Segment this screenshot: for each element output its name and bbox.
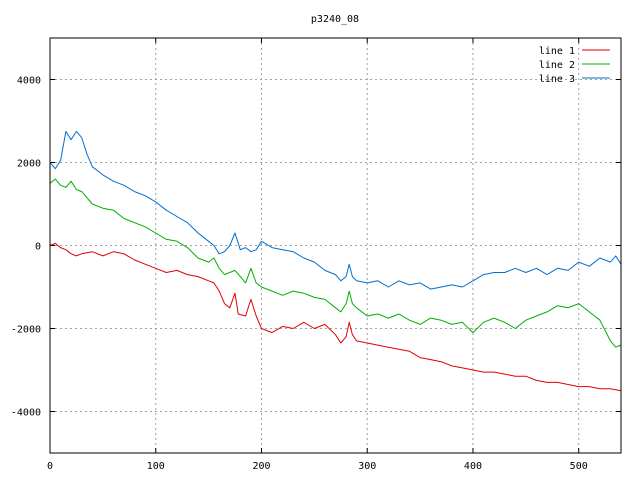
x-tick-label: 300 — [358, 461, 376, 472]
series-line-3 — [49, 130, 622, 290]
x-tick-label: 500 — [570, 461, 588, 472]
series-layer — [49, 130, 622, 392]
legend-label: line 2 — [539, 60, 575, 71]
axis-ticks: 0 100 200 300 400 500 -4000 -2000 0 2000 4000 — [11, 38, 621, 472]
legend-label: line 3 — [539, 74, 575, 85]
x-tick-label: 100 — [147, 461, 165, 472]
y-tick-label: 0 — [35, 242, 41, 253]
series-line-1 — [49, 242, 622, 392]
x-tick-label: 200 — [252, 461, 270, 472]
y-tick-label: 2000 — [17, 159, 41, 170]
plot-frame — [49, 37, 622, 454]
grid — [50, 38, 621, 453]
y-tick-label: -4000 — [11, 408, 41, 419]
y-tick-label: -2000 — [11, 325, 41, 336]
legend: line 1 line 2 line 3 — [539, 46, 610, 85]
x-tick-label: 0 — [47, 461, 53, 472]
chart-title: p3240_08 — [311, 14, 359, 25]
x-tick-label: 400 — [464, 461, 482, 472]
series-line-2 — [49, 178, 622, 348]
legend-label: line 1 — [539, 46, 575, 57]
y-tick-label: 4000 — [17, 76, 41, 87]
